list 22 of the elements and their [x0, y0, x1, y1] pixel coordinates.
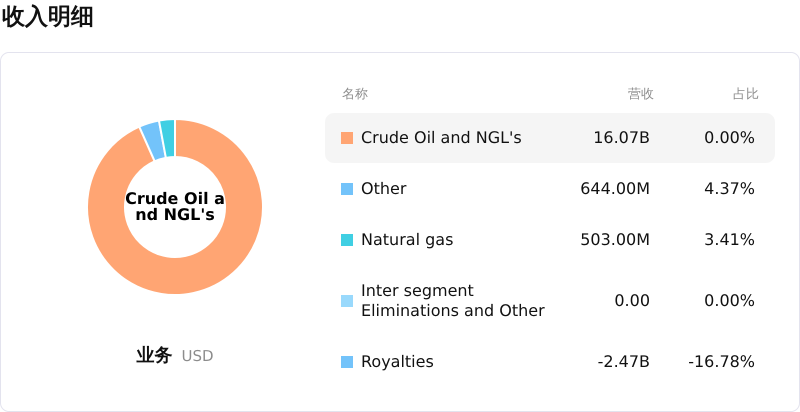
text: -16.78%	[687, 352, 755, 372]
text: 0.00	[614, 291, 650, 310]
text: -2.47B	[598, 352, 650, 371]
data-label: 16.07B	[592, 128, 650, 148]
legend-label: Crude Oil and NGL's	[361, 128, 523, 148]
chart-title: 收入明细	[2, 3, 94, 32]
text: 3.41%	[703, 230, 755, 250]
data-label: 644.00M	[579, 179, 650, 199]
text: 业务	[136, 344, 172, 368]
text: USD	[181, 346, 214, 367]
legend-label: Other	[361, 179, 408, 199]
legend-label: Inter segment Eliminations and Other	[361, 281, 546, 321]
text: 营收	[627, 86, 654, 104]
text: 0.00%	[703, 128, 755, 148]
text: 占比	[733, 87, 759, 102]
legend-title: 名称	[342, 86, 368, 104]
legend-label: Royalties	[361, 352, 435, 372]
data-label: 503.00M	[579, 230, 650, 250]
text: 4.37%	[703, 179, 755, 199]
text: 0.00%	[703, 291, 755, 311]
legend-label: Natural gas	[361, 230, 454, 250]
slice-label: Crude Oil and NGL's	[125, 189, 225, 224]
